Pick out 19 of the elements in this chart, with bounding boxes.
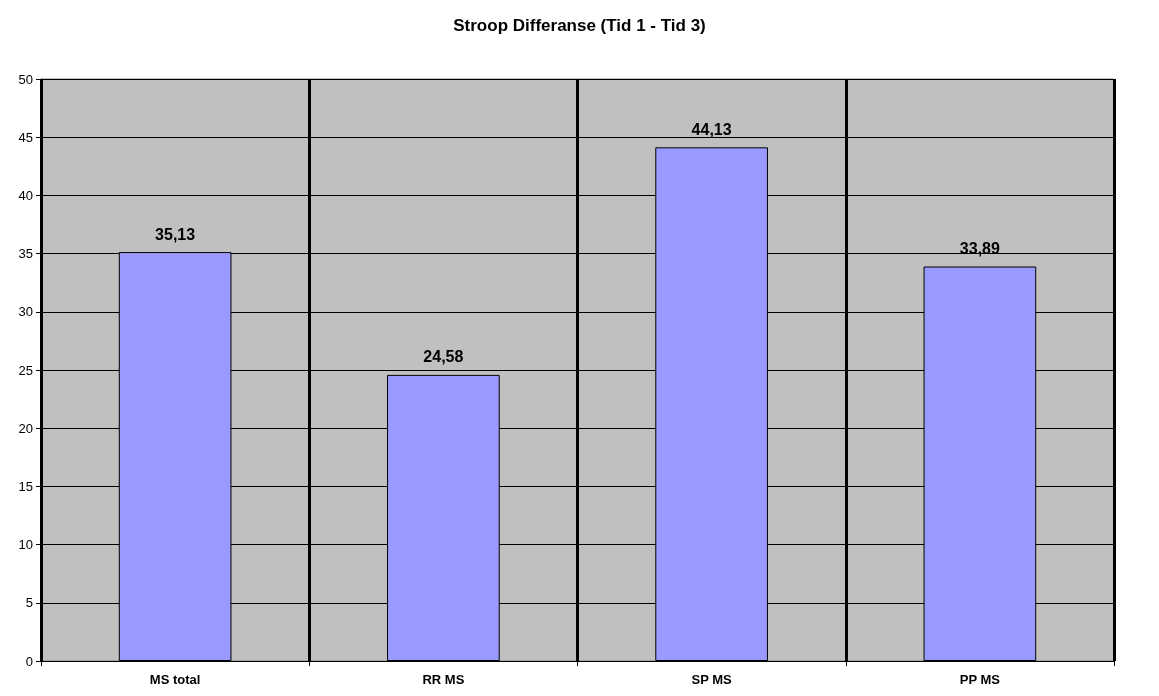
y-tick-label: 5 (25, 595, 33, 611)
y-tick-label: 10 (18, 537, 33, 553)
y-tick-label: 45 (18, 129, 33, 145)
y-tick-label: 35 (18, 246, 33, 262)
chart-title: Stroop Differanse (Tid 1 - Tid 3) (453, 16, 706, 35)
x-tick-label: MS total (149, 672, 201, 687)
y-tick-label: 25 (18, 362, 33, 378)
data-label: 44,13 (691, 120, 732, 138)
y-tick-label: 40 (18, 187, 33, 203)
y-tick-label: 15 (18, 478, 33, 494)
data-label: 35,13 (155, 225, 196, 243)
data-label: 24,58 (423, 348, 464, 366)
x-tick-label: SP MS (691, 672, 733, 687)
y-tick-label: 0 (25, 653, 33, 669)
y-tick-label: 50 (18, 71, 33, 87)
x-tick-label: PP MS (959, 672, 1001, 687)
y-tick-label: 30 (18, 304, 33, 320)
x-tick-label: RR MS (422, 672, 465, 687)
y-tick-label: 20 (18, 420, 33, 436)
